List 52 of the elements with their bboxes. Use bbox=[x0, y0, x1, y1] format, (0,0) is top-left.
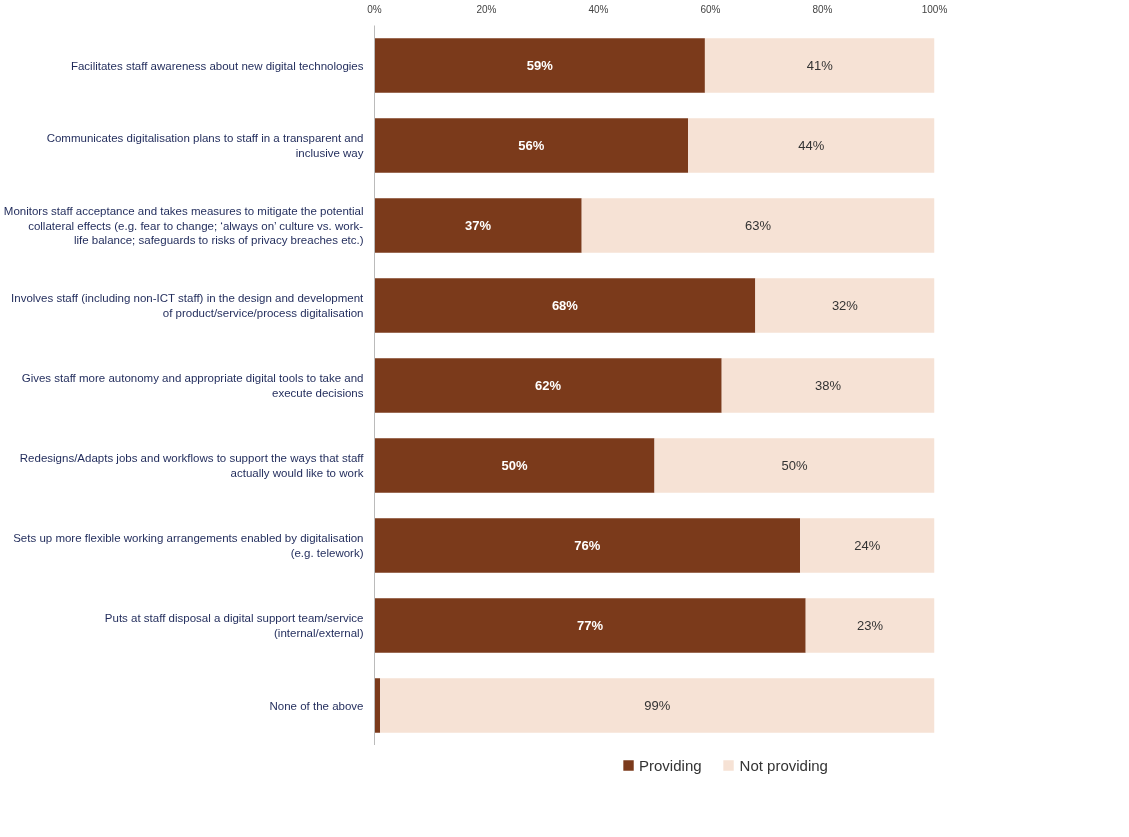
y-tick-label: Facilitates staff awareness about new digital technologies bbox=[70, 59, 364, 72]
bar bbox=[755, 278, 935, 333]
bar bbox=[581, 198, 935, 253]
y-tick-label: Gives staff more autonomy and appropriate digital tools to take and execute decisions bbox=[21, 372, 364, 399]
y-tick-label: Puts at staff disposal a digital support team/service (internal/external) bbox=[104, 612, 364, 639]
bar bbox=[374, 438, 655, 493]
x-tick-label: 40% bbox=[588, 3, 609, 15]
bar bbox=[374, 358, 722, 413]
data-label: 63% bbox=[745, 218, 772, 233]
data-label: 23% bbox=[857, 618, 884, 633]
data-label: 37% bbox=[465, 218, 492, 233]
y-tick-label: Communicates digitalisation plans to staff in a transparent and inclusive way bbox=[46, 132, 364, 159]
bar bbox=[721, 358, 935, 413]
data-label: 44% bbox=[798, 138, 825, 153]
data-label: 38% bbox=[815, 378, 842, 393]
bar bbox=[688, 118, 935, 173]
bar bbox=[805, 598, 935, 653]
data-label: 32% bbox=[831, 298, 859, 313]
data-label: 59% bbox=[526, 58, 554, 73]
data-label: 41% bbox=[806, 58, 834, 73]
data-label: 50% bbox=[501, 458, 528, 473]
data-label: 24% bbox=[854, 538, 881, 553]
bar bbox=[654, 438, 935, 493]
y-tick-label: Redesigns/Adapts jobs and workflows to support the ways that staff actually would like to work bbox=[19, 452, 365, 479]
legend-label: Providing bbox=[639, 756, 702, 774]
data-label: 50% bbox=[781, 458, 808, 473]
data-label: 77% bbox=[577, 618, 604, 633]
y-tick-label: None of the above bbox=[269, 699, 364, 712]
bar bbox=[374, 678, 381, 733]
data-label: 56% bbox=[518, 138, 545, 153]
data-label: 68% bbox=[551, 298, 579, 313]
bar bbox=[374, 118, 689, 173]
y-tick-label: Monitors staff acceptance and takes measures to mitigate the potential collateral effects (e.g. fear to change; ‘always on’ culture vs. work-life balance; safeguards to risks of privacy breaches etc.) bbox=[3, 205, 364, 246]
bar bbox=[380, 678, 935, 733]
legend-label: Not providing bbox=[739, 756, 828, 774]
bar bbox=[374, 198, 582, 253]
bar bbox=[374, 278, 756, 333]
y-tick-label: Sets up more flexible working arrangements enabled by digitalisation (e.g. telework) bbox=[13, 532, 364, 559]
x-tick-label: 20% bbox=[476, 3, 497, 15]
data-label: 99% bbox=[644, 698, 671, 713]
x-tick-label: 80% bbox=[812, 3, 833, 15]
x-tick-label: 100% bbox=[921, 3, 948, 15]
bar bbox=[374, 598, 806, 653]
y-tick-label: Involves staff (including non-ICT staff) in the design and development of product/service/process digitalisation bbox=[11, 292, 365, 319]
bar bbox=[374, 38, 705, 93]
bar bbox=[800, 518, 935, 573]
x-tick-label: 60% bbox=[700, 3, 721, 15]
bar bbox=[704, 38, 935, 93]
data-label: 76% bbox=[574, 538, 601, 553]
bar bbox=[374, 518, 801, 573]
x-tick-label: 0% bbox=[367, 3, 382, 15]
data-label: 62% bbox=[535, 378, 562, 393]
